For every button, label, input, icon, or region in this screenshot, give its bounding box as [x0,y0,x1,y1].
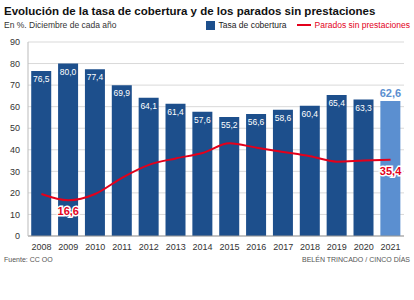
svg-text:2008: 2008 [31,242,51,252]
html-text:Parados sin prestaciones: Parados sin prestaciones [314,20,410,30]
svg-text:16,6: 16,6 [58,205,79,217]
svg-text:56,6: 56,6 [248,117,265,127]
svg-text:2017: 2017 [273,242,293,252]
html-text:Evolución de la tasa de cobert: Evolución de la tasa de cobertura y de l… [4,5,376,17]
html-text:BELÉN TRINCADO / CINCO DÍAS: BELÉN TRINCADO / CINCO DÍAS [302,256,410,263]
html-text:Fuente: CC OO: Fuente: CC OO [4,256,53,263]
svg-text:2011: 2011 [112,242,131,252]
svg-text:90: 90 [10,37,20,47]
svg-text:2015: 2015 [219,242,239,252]
svg-text:2019: 2019 [327,242,347,252]
svg-text:63,3: 63,3 [355,103,372,113]
svg-text:2021: 2021 [381,242,401,252]
svg-text:65,4: 65,4 [328,98,345,108]
svg-text:40: 40 [10,145,20,155]
svg-text:57,6: 57,6 [194,115,211,125]
svg-text:50: 50 [10,123,20,133]
svg-text:62,6: 62,6 [380,87,401,99]
svg-text:64,1: 64,1 [140,101,157,111]
svg-text:76,5: 76,5 [33,74,50,84]
html-text:En %. Diciembre de cada año: En %. Diciembre de cada año [4,20,117,30]
svg-text:2016: 2016 [246,242,266,252]
svg-text:2020: 2020 [354,242,374,252]
svg-text:77,4: 77,4 [87,72,104,82]
svg-text:58,6: 58,6 [275,113,292,123]
svg-text:2009: 2009 [58,242,78,252]
svg-text:80,0: 80,0 [60,67,77,77]
svg-text:69,9: 69,9 [114,88,131,98]
svg-text:2014: 2014 [193,242,213,252]
svg-text:60,4: 60,4 [302,109,319,119]
svg-text:61,4: 61,4 [167,107,184,117]
svg-text:30: 30 [10,167,20,177]
html-text:Tasa de cobertura: Tasa de cobertura [218,20,287,30]
svg-text:60: 60 [10,102,20,112]
svg-text:2018: 2018 [300,242,320,252]
svg-text:2012: 2012 [139,242,159,252]
svg-text:70: 70 [10,80,20,90]
svg-text:0: 0 [15,231,20,241]
svg-text:80: 80 [10,59,20,69]
svg-text:2010: 2010 [85,242,105,252]
svg-text:20: 20 [10,188,20,198]
svg-text:35,4: 35,4 [380,165,402,177]
svg-text:2013: 2013 [166,242,186,252]
svg-text:10: 10 [10,210,20,220]
svg-text:55,2: 55,2 [221,120,238,130]
